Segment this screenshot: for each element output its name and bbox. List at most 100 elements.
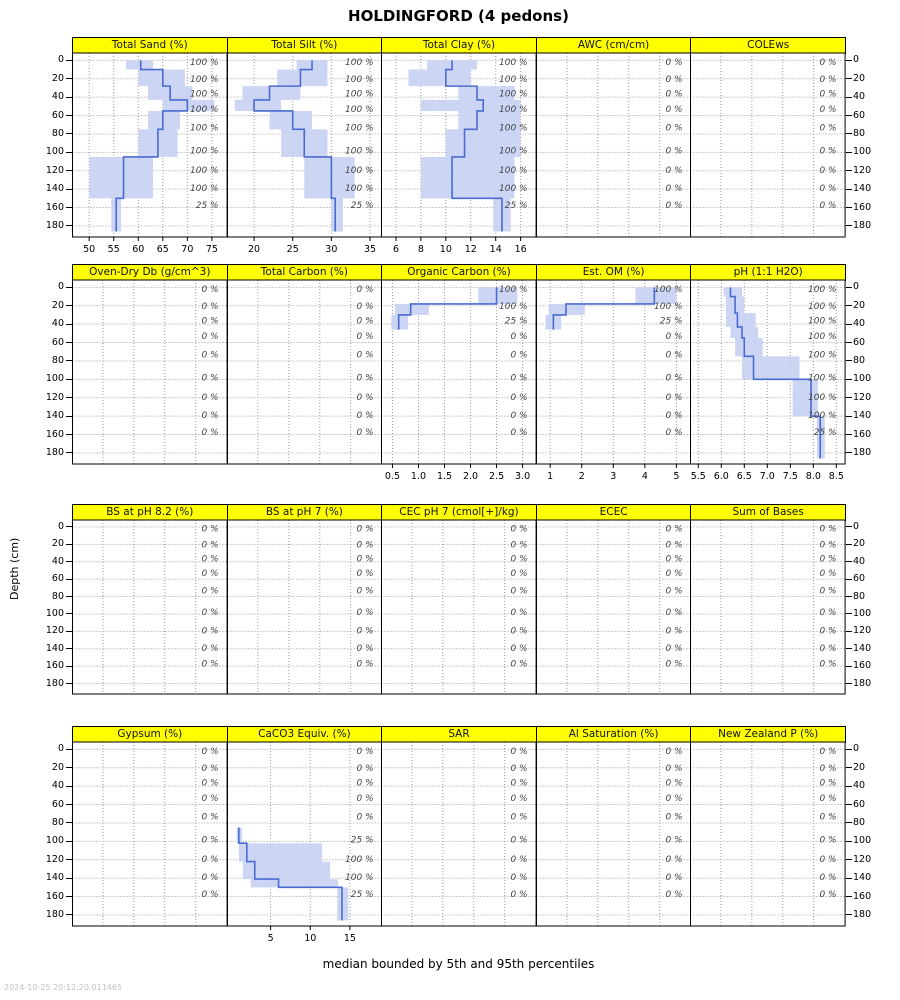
fraction-label: 100 %: [499, 105, 528, 115]
x-tick-label: 6: [393, 244, 399, 255]
x-tick-label: 6.5: [737, 471, 752, 482]
fraction-label: 0 %: [665, 855, 682, 865]
fraction-label: 0 %: [356, 608, 373, 618]
x-tick-label: 70: [181, 244, 193, 255]
fraction-label: 0 %: [511, 778, 528, 788]
depth-tick-mark: [845, 596, 852, 598]
depth-tick-label-left: 100: [45, 373, 64, 385]
depth-tick-label-left: 140: [45, 410, 64, 422]
depth-tick-mark: [845, 748, 852, 750]
depth-tick-label-right: 160: [853, 428, 872, 440]
fraction-label: 0 %: [511, 873, 528, 883]
fraction-label: 0 %: [201, 554, 218, 564]
fraction-label: 0 %: [201, 626, 218, 636]
fraction-label: 0 %: [511, 393, 528, 403]
fraction-label: 100 %: [808, 374, 837, 384]
fraction-label: 0 %: [820, 747, 837, 757]
depth-tick-label-left: 80: [51, 354, 64, 366]
fraction-label: 0 %: [820, 836, 837, 846]
fraction-label: 0 %: [201, 836, 218, 846]
fraction-label: 0 %: [201, 569, 218, 579]
depth-tick-mark: [845, 561, 852, 563]
depth-tick-label-left: 60: [51, 573, 64, 585]
depth-tick-label-left: 120: [45, 625, 64, 637]
fraction-label: 100 %: [345, 58, 374, 68]
fraction-label: 0 %: [511, 428, 528, 438]
depth-tick-mark: [845, 665, 852, 667]
depth-tick-mark: [845, 543, 852, 545]
depth-tick-mark: [66, 822, 72, 824]
depth-tick-mark: [845, 683, 852, 685]
depth-tick-mark: [66, 683, 72, 685]
fraction-label: 0 %: [356, 660, 373, 670]
x-tick-label: 60: [132, 244, 144, 255]
panel-strip: Organic Carbon (%): [381, 264, 537, 281]
depth-tick-label-left: 60: [51, 336, 64, 348]
panel-strip: CEC pH 7 (cmol[+]/kg): [381, 504, 537, 521]
depth-tick-label-right: 20: [853, 299, 866, 311]
fraction-label: 100 %: [345, 166, 374, 176]
fraction-label: 0 %: [820, 166, 837, 176]
median-line: [552, 287, 655, 330]
fraction-label: 0 %: [665, 411, 682, 421]
depth-tick-label-right: 140: [853, 872, 872, 884]
fraction-label: 0 %: [356, 747, 373, 757]
panel-strip: New Zealand P (%): [690, 726, 846, 743]
depth-tick-label-left: 140: [45, 183, 64, 195]
panel-plot: 0 % 0 % 0 % 0 % 0 % 0 % 0 % 0 % 0 %: [535, 519, 692, 695]
fraction-label: 0 %: [665, 525, 682, 535]
depth-tick-mark: [845, 630, 852, 632]
fraction-label: 0 %: [511, 374, 528, 384]
panel-strip: Total Sand (%): [72, 37, 228, 54]
fraction-label: 0 %: [511, 794, 528, 804]
x-tick-label: 5: [673, 471, 679, 482]
panel-plot: 0 % 0 % 0 % 0 % 0 % 0 % 0 % 0 % 0 %: [72, 279, 228, 465]
depth-tick-label-right: 0: [853, 54, 860, 66]
fraction-label: 0 %: [820, 184, 837, 194]
x-tick-label: 15: [343, 933, 355, 944]
fraction-label: 0 %: [201, 794, 218, 804]
x-tick-label: 16: [515, 244, 527, 255]
fraction-label: 25 %: [350, 890, 373, 900]
depth-tick-mark: [66, 286, 72, 288]
fraction-label: 0 %: [201, 285, 218, 295]
panel-plot: 0 % 0 % 0 % 0 % 0 % 0 % 0 % 0 % 0 %: [535, 741, 692, 927]
fraction-label: 0 %: [665, 764, 682, 774]
fraction-label: 0 %: [511, 855, 528, 865]
panel-background: [227, 742, 382, 926]
depth-tick-label-right: 80: [853, 816, 866, 828]
depth-tick-mark: [845, 59, 852, 61]
fraction-label: 0 %: [665, 89, 682, 99]
depth-tick-mark: [845, 115, 852, 117]
fraction-label: 0 %: [511, 586, 528, 596]
fraction-label: 100 %: [808, 302, 837, 312]
depth-tick-label-right: 0: [853, 520, 860, 532]
fraction-label: 0 %: [511, 890, 528, 900]
depth-tick-label-left: 20: [51, 72, 64, 84]
fraction-label: 0 %: [820, 660, 837, 670]
fraction-label: 100 %: [654, 302, 683, 312]
fraction-label: 0 %: [665, 147, 682, 157]
depth-tick-label-left: 120: [45, 853, 64, 865]
x-tick-label: 3: [610, 471, 616, 482]
fraction-label: 0 %: [356, 540, 373, 550]
fraction-label: 100 %: [499, 184, 528, 194]
fraction-label: 0 %: [356, 586, 373, 596]
fraction-label: 0 %: [511, 540, 528, 550]
depth-tick-mark: [845, 151, 852, 153]
panel-strip: pH (1:1 H2O): [690, 264, 846, 281]
fraction-label: 0 %: [665, 166, 682, 176]
panel-strip: Est. OM (%): [535, 264, 692, 281]
percentile-band: [391, 287, 518, 330]
fraction-label: 0 %: [201, 764, 218, 774]
depth-tick-label-right: 0: [853, 281, 860, 293]
fraction-label: 0 %: [356, 285, 373, 295]
depth-tick-mark: [66, 896, 72, 898]
depth-tick-mark: [845, 342, 852, 344]
depth-tick-mark: [66, 877, 72, 879]
depth-tick-label-right: 40: [853, 91, 866, 103]
depth-tick-label-right: 40: [853, 318, 866, 330]
fraction-label: 0 %: [665, 554, 682, 564]
fraction-label: 100 %: [190, 124, 219, 134]
depth-tick-mark: [845, 133, 852, 135]
